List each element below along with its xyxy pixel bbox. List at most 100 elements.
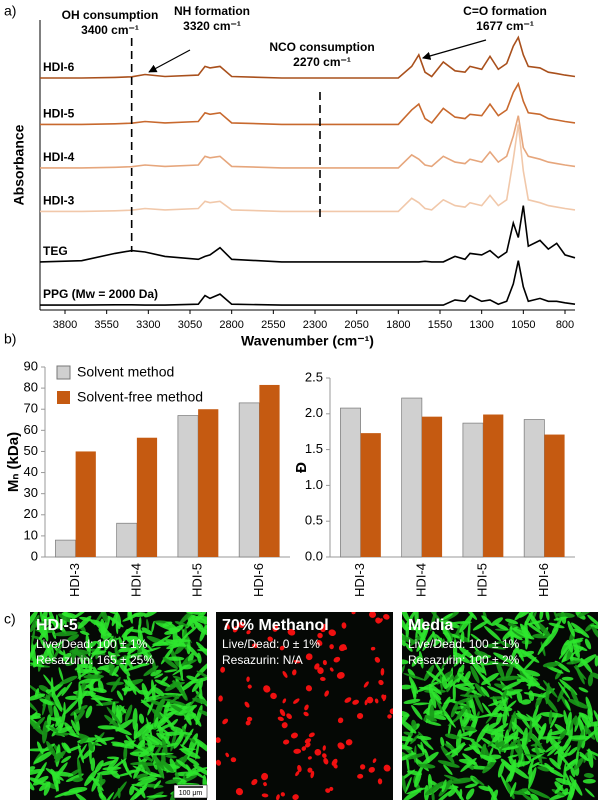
cell [363,681,369,688]
cell [95,737,115,742]
cell [402,659,409,665]
cell [500,641,511,648]
cell [123,745,128,761]
cell [165,779,181,784]
x-tick-label: 2800 [219,319,243,331]
cell [173,732,185,749]
bar [136,437,158,557]
cell [422,631,435,652]
cell [402,633,417,644]
cell [246,716,253,722]
cell [329,786,334,791]
cell [90,775,104,792]
scale-bar-box [173,784,208,799]
cell [586,713,593,732]
cell [59,675,78,685]
cell [566,660,581,665]
cell [512,628,535,640]
cell [154,620,169,624]
cell [474,683,486,697]
cell [43,674,55,690]
cell [281,722,288,729]
cell [463,716,470,728]
cell [563,709,568,726]
x-tick-label: HDI-5 [475,563,490,597]
cell [387,714,392,719]
cell [178,633,189,645]
cell [553,616,568,621]
spectrum [39,205,576,263]
cell [441,779,447,793]
cell [292,794,299,800]
x-tick-label: 2050 [344,319,368,331]
y-tick-label: 90 [24,358,38,373]
x-tick-label: 3550 [94,319,118,331]
cell [79,630,90,636]
cell [293,698,300,704]
cell [83,674,104,680]
cell [560,639,570,656]
cell [155,694,177,699]
cell [576,654,597,668]
cell [79,736,89,745]
x-tick-label: 2300 [303,319,327,331]
cell [580,657,593,674]
cell [97,679,104,693]
cell [310,770,315,779]
cell [198,710,207,718]
cell [66,634,80,642]
cell [129,784,135,796]
cell [351,612,356,615]
cell [45,768,64,781]
cell [277,716,284,721]
cell [457,672,475,690]
cell [486,685,503,694]
cell [509,764,529,779]
cell [426,670,442,684]
cell [317,632,323,639]
x-tick-label: HDI-4 [128,563,143,597]
cell [301,746,307,751]
bar [483,414,504,557]
cell [247,684,252,689]
cell [488,746,494,758]
cell [107,651,119,665]
cell [583,725,596,740]
cell [106,756,120,760]
x-tick-label: 1050 [511,319,535,331]
cell [573,715,578,727]
cell [30,693,46,701]
micrograph [30,612,207,800]
cell [402,710,410,718]
cell [357,773,364,779]
cell [225,752,230,758]
legend-swatch [57,391,70,404]
cell [378,679,384,686]
cell [527,757,535,775]
cell [481,702,493,717]
cell [414,770,422,788]
cell [443,774,462,782]
cell [99,773,103,788]
bar [462,422,484,558]
cell [557,729,568,742]
bar [360,433,381,557]
cell [252,643,259,648]
cell [297,764,302,773]
series-label: HDI-3 [43,194,75,208]
cell [402,612,410,623]
annotation-title: NCO consumption [269,40,374,54]
cell [511,721,525,735]
cell [528,612,541,630]
cell [279,708,286,717]
cell [528,788,551,799]
bar [401,397,423,558]
cell [470,656,483,662]
cells [216,612,393,800]
cell [251,778,258,786]
cell [548,709,553,725]
cell [178,659,197,668]
cell [383,764,391,772]
cell [121,758,133,778]
cell [440,736,445,747]
